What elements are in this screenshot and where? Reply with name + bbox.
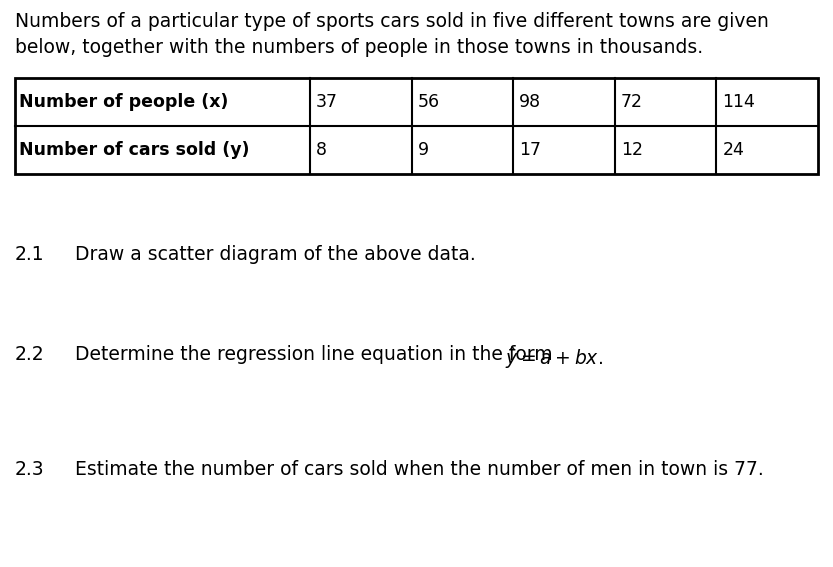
Text: 72: 72 <box>621 93 643 111</box>
Text: 24: 24 <box>722 141 744 159</box>
Text: 12: 12 <box>621 141 643 159</box>
Text: Numbers of a particular type of sports cars sold in five different towns are giv: Numbers of a particular type of sports c… <box>15 12 769 31</box>
Text: 2.2: 2.2 <box>15 345 45 364</box>
Text: Draw a scatter diagram of the above data.: Draw a scatter diagram of the above data… <box>75 245 476 264</box>
Text: 2.1: 2.1 <box>15 245 45 264</box>
Text: 2.3: 2.3 <box>15 460 45 479</box>
Text: 56: 56 <box>417 93 440 111</box>
Text: 98: 98 <box>519 93 541 111</box>
Text: 8: 8 <box>316 141 327 159</box>
Text: $\hat{y} = a + bx.$: $\hat{y} = a + bx.$ <box>505 345 603 371</box>
Text: Number of cars sold (y): Number of cars sold (y) <box>19 141 250 159</box>
Text: Determine the regression line equation in the form: Determine the regression line equation i… <box>75 345 559 364</box>
Text: 37: 37 <box>316 93 338 111</box>
Text: Estimate the number of cars sold when the number of men in town is 77.: Estimate the number of cars sold when th… <box>75 460 764 479</box>
Text: 17: 17 <box>519 141 541 159</box>
Text: 9: 9 <box>417 141 429 159</box>
Text: below, together with the numbers of people in those towns in thousands.: below, together with the numbers of peop… <box>15 38 703 57</box>
Text: Number of people (x): Number of people (x) <box>19 93 228 111</box>
Text: 114: 114 <box>722 93 756 111</box>
